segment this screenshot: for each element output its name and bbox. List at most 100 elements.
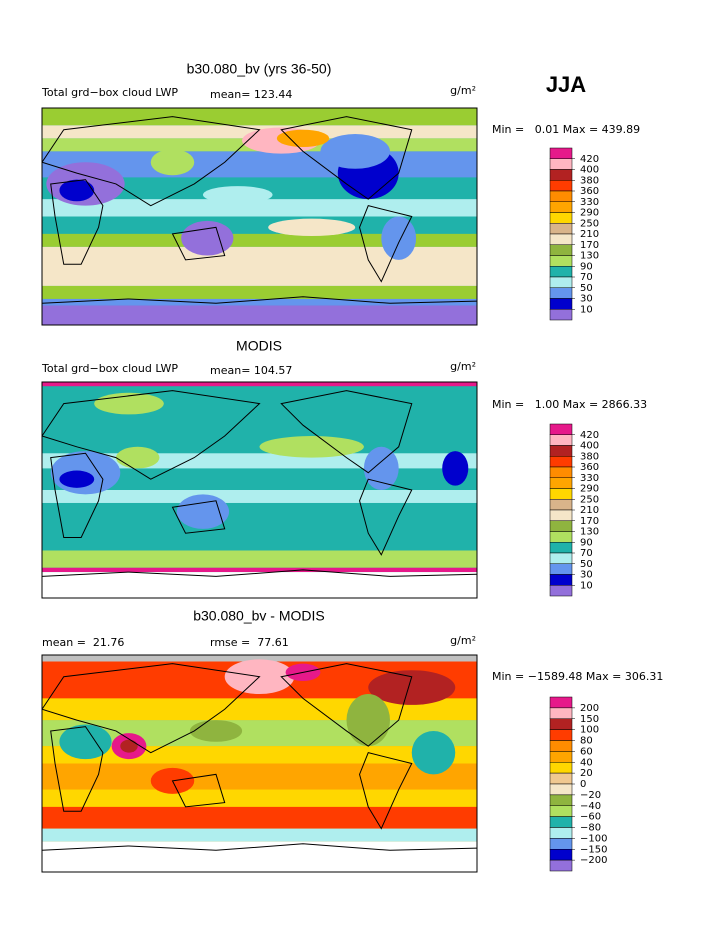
colorbar-box <box>549 223 573 235</box>
colorbar-box <box>549 859 573 872</box>
colorbar-label: 50 <box>580 283 593 294</box>
map-blob <box>150 149 195 176</box>
map-band <box>42 828 477 842</box>
colorbar-label: 40 <box>580 757 593 768</box>
colorbar-label: 170 <box>580 516 599 527</box>
coastline <box>280 663 413 747</box>
map-blob <box>442 451 469 486</box>
map-blob <box>276 129 330 148</box>
colorbar-box <box>549 456 573 468</box>
colorbar-box <box>549 180 573 192</box>
colorbar-box <box>549 707 573 719</box>
map-blob <box>259 436 364 458</box>
colorbar-label: 420 <box>580 430 599 441</box>
colorbar-label: 60 <box>580 746 593 757</box>
map-frame <box>41 654 478 873</box>
colorbar-box <box>549 488 573 500</box>
colorbar-label: 400 <box>580 165 599 176</box>
colorbar-box <box>549 762 573 774</box>
map-blob <box>181 220 234 256</box>
colorbar-box <box>549 276 573 288</box>
colorbar-box <box>549 718 573 730</box>
map-blob <box>176 494 230 529</box>
map-blob <box>59 179 95 202</box>
colorbar-box <box>549 309 573 321</box>
map-band <box>42 746 477 764</box>
colorbar-box <box>549 212 573 224</box>
colorbar-label: 0 <box>580 779 586 790</box>
coastline <box>171 226 226 261</box>
coastline <box>280 390 413 474</box>
units-label: g/m² <box>450 84 476 97</box>
map-band <box>42 216 477 234</box>
coastline <box>50 179 104 265</box>
colorbar-label: 130 <box>580 527 599 538</box>
colorbar-box <box>549 805 573 817</box>
units-label: g/m² <box>450 634 476 647</box>
colorbar-box <box>549 552 573 564</box>
min-max-label: Min = 0.01 Max = 439.89 <box>492 123 640 136</box>
coastline <box>42 843 477 851</box>
variable-label: Total grd−box cloud LWP <box>41 86 178 99</box>
map-frame <box>41 107 478 326</box>
colorbar-label: −150 <box>580 844 607 855</box>
colorbar-box <box>549 531 573 543</box>
panel-title: b30.080_bv - MODIS <box>193 608 325 624</box>
colorbar-label: 380 <box>580 451 599 462</box>
map-band <box>42 199 477 217</box>
map-blob <box>368 670 456 705</box>
colorbar-box <box>549 740 573 752</box>
colorbar-label: 150 <box>580 714 599 725</box>
colorbar-box <box>549 563 573 575</box>
map <box>42 108 477 325</box>
map-blob <box>59 470 95 488</box>
colorbar-label: 80 <box>580 736 593 747</box>
map-band <box>42 550 477 568</box>
colorbar-box <box>549 477 573 489</box>
colorbar-label: −80 <box>580 823 601 834</box>
colorbar-box <box>549 509 573 521</box>
colorbar-box <box>549 520 573 532</box>
colorbar-label: −40 <box>580 801 601 812</box>
map-blob <box>120 739 138 753</box>
colorbar-box <box>549 849 573 861</box>
colorbar-box <box>549 466 573 478</box>
colorbar-box <box>549 147 573 159</box>
colorbar-box <box>549 751 573 763</box>
mean-label: mean= 123.44 <box>210 88 292 101</box>
colorbar-box <box>549 772 573 785</box>
coastline <box>280 116 413 200</box>
units-label: g/m² <box>450 360 476 373</box>
colorbar-label: 210 <box>580 229 599 240</box>
colorbar-box <box>549 434 573 446</box>
map <box>42 655 477 872</box>
colorbar-label: −60 <box>580 812 601 823</box>
colorbar-label: 10 <box>580 580 593 591</box>
colorbar-box <box>549 542 573 554</box>
colorbar-box <box>549 287 573 299</box>
min-max-label: Min = 1.00 Max = 2866.33 <box>492 398 647 411</box>
map-band <box>42 246 477 286</box>
panel-title: MODIS <box>236 338 282 354</box>
colorbar-box <box>549 696 573 709</box>
colorbar-label: 170 <box>580 240 599 251</box>
map-blob <box>346 694 390 747</box>
map-band <box>42 789 477 807</box>
map-blob <box>115 446 160 469</box>
colorbar-label: 130 <box>580 251 599 262</box>
map-blob <box>363 446 399 490</box>
colorbar-label: 360 <box>580 186 599 197</box>
colorbar-label: 20 <box>580 768 593 779</box>
colorbar-box <box>549 423 573 435</box>
colorbar-label: 380 <box>580 175 599 186</box>
colorbar-box <box>549 233 573 245</box>
season-label: JJA <box>546 72 586 97</box>
colorbar-box <box>549 158 573 170</box>
colorbar-label: 10 <box>580 304 593 315</box>
colorbar-box <box>549 794 573 806</box>
map-blob <box>268 218 356 237</box>
mean-label: mean= 104.57 <box>210 364 292 377</box>
map-frame <box>41 381 478 599</box>
colorbar-box <box>549 298 573 310</box>
colorbar-label: 330 <box>580 473 599 484</box>
